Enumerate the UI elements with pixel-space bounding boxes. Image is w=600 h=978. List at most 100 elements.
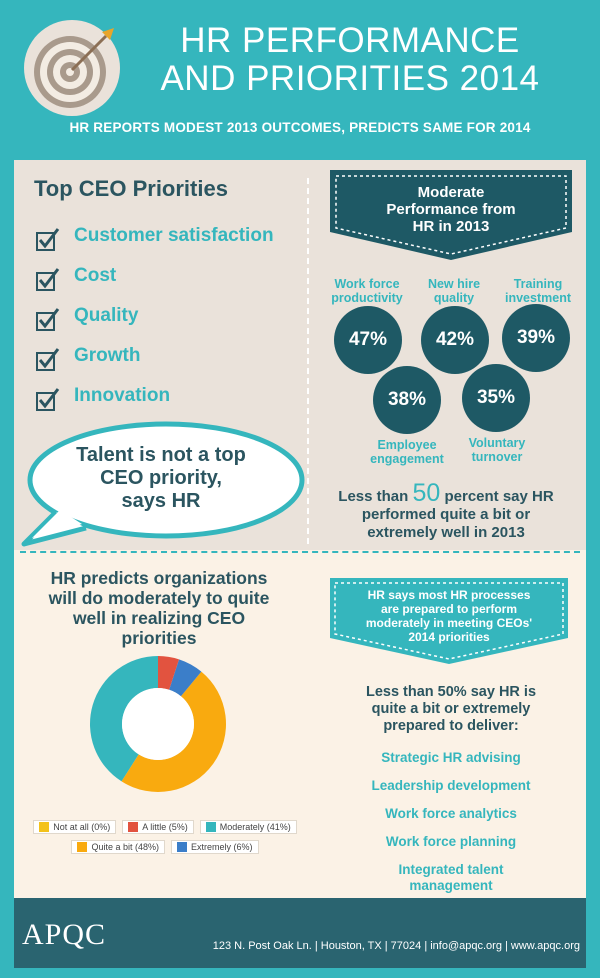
- list-item: Integrated talent management: [330, 862, 572, 896]
- chart-legend: Not at all (0%) A little (5%) Moderately (…: [18, 820, 312, 860]
- performance-summary: Less than 50 percent say HR performed qu…: [306, 481, 586, 542]
- priority-label: Innovation: [74, 385, 171, 406]
- metric-label-employee-engagement: Employee engagement: [362, 438, 452, 466]
- process-list: Strategic HR advising Leadership develop…: [330, 750, 572, 896]
- performance-banner-text: Moderate Performance from HR in 2013: [342, 184, 560, 235]
- processes-banner-line-4: 2014 priorities: [408, 630, 490, 644]
- summary-line-1: Less than 50 percent say HR: [306, 481, 586, 506]
- prediction-title: HR predicts organizations will do modera…: [24, 568, 294, 648]
- legend-item: Extremely (6%): [171, 840, 259, 854]
- banner-line-3: HR in 2013: [412, 218, 490, 235]
- donut-hole: [122, 688, 194, 760]
- metric-label-line: Employee: [377, 438, 437, 452]
- speech-bubble-icon: [21, 421, 305, 547]
- prediction-line-3: well in realizing CEO: [72, 608, 246, 628]
- summary-line-2: performed quite a bit or: [361, 506, 531, 523]
- prediction-line-2: will do moderately to quite: [48, 588, 270, 608]
- processes-banner-text: HR says most HR processes are prepared t…: [340, 588, 558, 644]
- priority-label: Growth: [74, 345, 141, 366]
- vertical-divider: [307, 178, 309, 544]
- checkbox-checked-icon: [36, 348, 60, 371]
- priority-label: Quality: [74, 305, 139, 326]
- metric-label-line: engagement: [370, 452, 444, 466]
- metric-label-voluntary-turnover: Voluntary turnover: [455, 436, 539, 464]
- bubble-line-1: Talent is not a top: [76, 444, 246, 466]
- metric-value-voluntary-turnover: 35%: [462, 364, 530, 432]
- legend-swatch: [177, 842, 187, 852]
- legend-swatch: [77, 842, 88, 852]
- prepared-line-3: prepared to deliver:: [383, 718, 519, 734]
- target-arrow-icon: [24, 20, 120, 116]
- metric-label-workforce-productivity: Work force productivity: [322, 277, 412, 305]
- metric-label-line: Voluntary: [468, 436, 526, 450]
- bubble-line-3: says HR: [121, 490, 201, 512]
- banner-line-2: Performance from: [386, 201, 516, 218]
- banner-line-1: Moderate: [417, 184, 485, 201]
- metric-label-line: Training: [513, 277, 563, 291]
- checkbox-checked-icon: [36, 388, 60, 411]
- footer: [14, 898, 586, 968]
- process-item-line: management: [409, 878, 493, 893]
- apqc-logo: APQC: [22, 918, 107, 951]
- checkbox-checked-icon: [36, 228, 60, 251]
- priority-label: Cost: [74, 265, 117, 286]
- legend-item: A little (5%): [122, 820, 194, 834]
- prepared-line-1: Less than 50% say HR is: [365, 684, 537, 700]
- prediction-line-4: priorities: [121, 628, 197, 648]
- metric-value-workforce-productivity: 47%: [334, 306, 402, 374]
- legend-label: A little (5%): [142, 822, 188, 832]
- legend-row: Quite a bit (48%) Extremely (6%): [18, 840, 312, 854]
- processes-banner-line-1: HR says most HR processes: [367, 588, 531, 602]
- metric-label-line: productivity: [331, 291, 403, 305]
- legend-item: Moderately (41%): [199, 820, 297, 834]
- summary-line-3: extremely well in 2013: [367, 524, 525, 541]
- metric-label-line: quality: [433, 291, 475, 305]
- summary-pre: Less than: [338, 488, 409, 505]
- processes-banner: [330, 578, 568, 664]
- page-subtitle: HR REPORTS MODEST 2013 OUTCOMES, PREDICT…: [69, 120, 531, 135]
- list-item: Strategic HR advising: [381, 750, 521, 765]
- prepared-line-2: quite a bit or extremely: [371, 701, 531, 717]
- metric-label-line: turnover: [471, 450, 523, 464]
- metric-label-training-investment: Training investment: [496, 277, 580, 305]
- priority-label: Customer satisfaction: [74, 225, 274, 246]
- ceo-priorities-title: Top CEO Priorities: [34, 176, 228, 201]
- metric-value-employee-engagement: 38%: [373, 366, 441, 434]
- donut-chart: [90, 656, 227, 792]
- legend-swatch: [205, 822, 216, 832]
- metric-label-line: New hire: [427, 277, 481, 291]
- legend-swatch: [39, 822, 50, 832]
- metric-value-new-hire-quality: 42%: [421, 306, 489, 374]
- title-line-1: HR PERFORMANCE: [180, 21, 520, 60]
- donut-slice-a-little: [158, 656, 180, 690]
- performance-banner: [330, 170, 572, 260]
- legend-item: Not at all (0%): [33, 820, 117, 834]
- checkbox-checked-icon: [36, 308, 60, 331]
- prepared-title: Less than 50% say HR is quite a bit or e…: [330, 684, 572, 735]
- prediction-line-1: HR predicts organizations: [50, 568, 268, 588]
- legend-label: Not at all (0%): [53, 822, 111, 832]
- metric-label-line: Work force: [334, 277, 400, 291]
- process-item-line: Integrated talent: [398, 862, 504, 877]
- donut-slice-extremely: [169, 659, 202, 697]
- legend-label: Extremely (6%): [191, 842, 253, 852]
- summary-number: 50: [412, 479, 441, 507]
- legend-label: Moderately (41%): [219, 822, 291, 832]
- header: HR PERFORMANCE AND PRIORITIES 2014 HR RE…: [0, 0, 600, 160]
- title-line-2: AND PRIORITIES 2014: [160, 59, 540, 98]
- legend-row: Not at all (0%) A little (5%) Moderately (…: [18, 820, 312, 834]
- summary-post: percent say HR: [444, 488, 554, 505]
- list-item: Work force planning: [385, 834, 517, 849]
- metric-label-line: investment: [505, 291, 571, 305]
- legend-label: Quite a bit (48%): [91, 842, 159, 852]
- processes-banner-line-2: are prepared to perform: [380, 602, 518, 616]
- page-title: HR PERFORMANCE AND PRIORITIES 2014: [130, 22, 570, 98]
- legend-swatch: [128, 822, 139, 832]
- legend-item: Quite a bit (48%): [71, 840, 165, 854]
- checkbox-checked-icon: [36, 268, 60, 291]
- footer-address: 123 N. Post Oak Ln. | Houston, TX | 7702…: [212, 940, 580, 952]
- donut-slice-quite-a-bit: [121, 671, 227, 792]
- horizontal-divider: [20, 551, 580, 553]
- bubble-text: Talent is not a top CEO priority, says H…: [46, 444, 276, 513]
- metric-value-training-investment: 39%: [502, 304, 570, 372]
